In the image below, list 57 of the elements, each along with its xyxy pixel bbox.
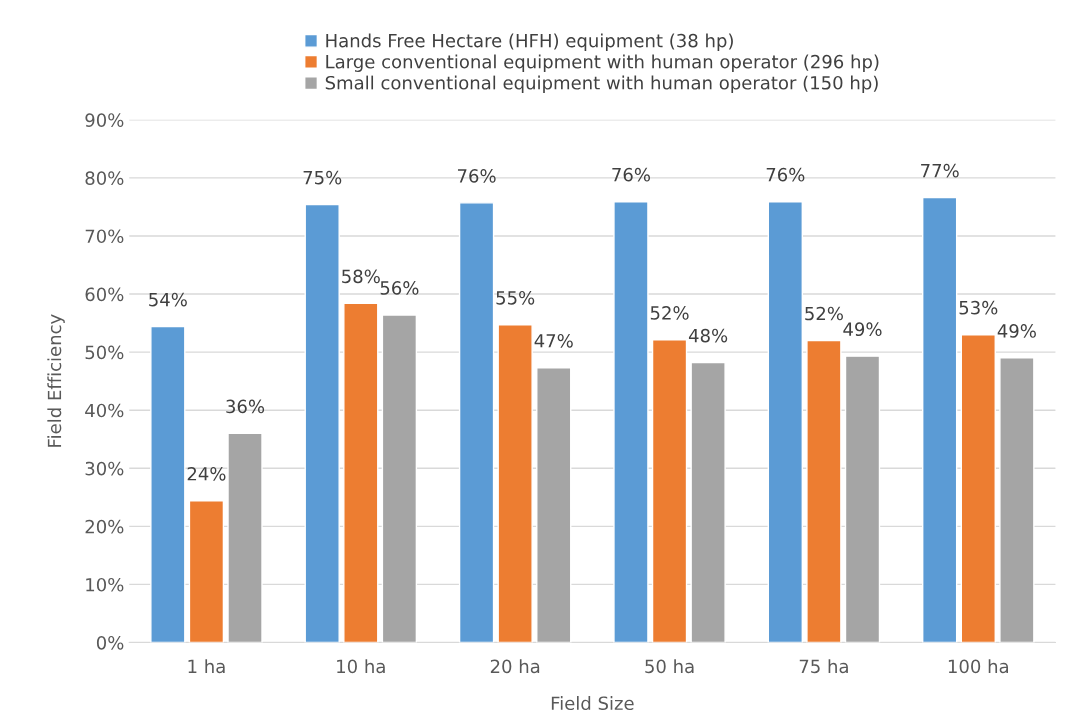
data-label: 54% [149, 292, 187, 307]
data-label: 52% [805, 306, 843, 321]
data-label: 24% [187, 466, 226, 481]
bar [304, 203, 340, 643]
x-tick-label: 1 ha [188, 659, 225, 674]
data-label: 56% [380, 281, 419, 295]
legend-label: Hands Free Hectare (HFH) equipment (38 hp) [326, 33, 733, 51]
y-tick-label: 80% [85, 171, 124, 185]
y-tick-label: 40% [85, 403, 124, 418]
data-label: 55% [496, 290, 535, 305]
x-tick-label: 20 ha [490, 659, 540, 674]
x-axis-title: Field Size [551, 696, 634, 711]
x-tick-label: 100 ha [948, 659, 1008, 674]
y-tick-label: 60% [85, 287, 124, 302]
bar [999, 357, 1035, 643]
data-label: 52% [650, 306, 689, 320]
y-tick-label: 20% [85, 519, 124, 534]
y-tick-label: 10% [86, 577, 124, 592]
y-tick-label: 50% [85, 345, 124, 360]
data-label: 36% [226, 399, 265, 414]
bar [613, 200, 649, 643]
y-tick-label: 30% [85, 461, 124, 476]
data-label: 49% [997, 324, 1036, 338]
data-label: 76% [612, 167, 651, 182]
data-label: 47% [534, 333, 573, 348]
y-tick-label: 70% [85, 229, 124, 244]
bar [651, 339, 688, 643]
data-label: 76% [457, 169, 496, 183]
bar [844, 355, 881, 643]
bar [806, 339, 842, 643]
bar [497, 324, 533, 643]
bar [536, 367, 572, 643]
y-tick-label: 0% [96, 635, 124, 650]
bar [343, 302, 379, 643]
bar [922, 196, 958, 643]
data-label: 75% [303, 170, 342, 185]
data-label: 48% [688, 328, 728, 343]
bar [690, 361, 726, 643]
data-label: 53% [959, 300, 998, 315]
data-label: 49% [843, 322, 882, 337]
bar [150, 325, 186, 643]
data-label: 77% [921, 163, 959, 178]
x-tick-label: 50 ha [645, 659, 694, 674]
bar [381, 314, 418, 643]
bar [458, 202, 495, 643]
x-tick-label: 75 ha [799, 659, 848, 674]
y-tick-label: 90% [85, 113, 124, 127]
x-tick-label: 10 ha [337, 659, 385, 674]
bar [188, 500, 225, 643]
data-label: 58% [342, 269, 380, 284]
bar [227, 432, 263, 643]
legend-label: Small conventional equipment with human operator (150 hp) [325, 75, 878, 94]
y-axis-title: Field Efficiency [47, 314, 65, 447]
bar [767, 200, 803, 643]
data-label: 76% [766, 167, 805, 182]
legend-label: Large conventional equipment with human operator (296 hp) [326, 54, 879, 72]
bar [960, 333, 996, 643]
